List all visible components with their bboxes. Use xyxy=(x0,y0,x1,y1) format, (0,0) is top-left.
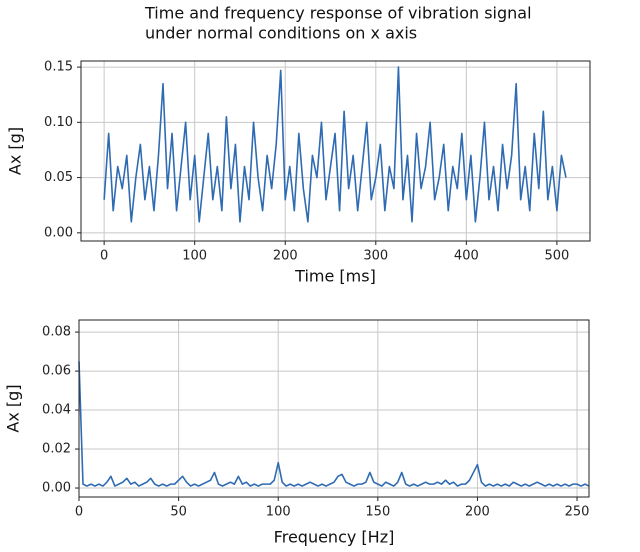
x-tick-label: 0 xyxy=(100,249,108,264)
data-line xyxy=(78,361,590,487)
y-axis-label: Ax [g] xyxy=(6,127,25,175)
y-tick-label: 0.04 xyxy=(42,403,71,418)
axes-frame xyxy=(78,319,590,498)
x-axis-label: Frequency [Hz] xyxy=(274,528,395,547)
chart-title: Time and frequency response of vibration… xyxy=(144,4,532,23)
x-tick-label: 0 xyxy=(75,505,83,520)
x-tick-label: 400 xyxy=(454,249,479,264)
y-tick-label: 0.00 xyxy=(42,481,71,496)
x-tick-label: 150 xyxy=(365,505,390,520)
x-tick-label: 50 xyxy=(170,505,187,520)
y-tick-label: 0.10 xyxy=(44,115,73,130)
x-tick-label: 200 xyxy=(273,249,298,264)
y-tick-label: 0.06 xyxy=(42,364,71,379)
x-tick-label: 300 xyxy=(363,249,388,264)
y-tick-label: 0.00 xyxy=(44,225,73,240)
axes-frame xyxy=(80,60,591,242)
data-line xyxy=(103,66,567,223)
y-axis-label: Ax [g] xyxy=(4,384,23,432)
x-tick-label: 100 xyxy=(182,249,207,264)
y-tick-label: 0.02 xyxy=(42,442,71,457)
y-tick-label: 0.08 xyxy=(42,325,71,340)
x-tick-label: 250 xyxy=(565,505,590,520)
x-tick-label: 200 xyxy=(465,505,490,520)
chart-title: under normal conditions on x axis xyxy=(145,24,417,43)
y-tick-label: 0.15 xyxy=(44,60,73,75)
y-tick-label: 0.05 xyxy=(44,170,73,185)
x-tick-label: 500 xyxy=(544,249,569,264)
x-axis-label: Time [ms] xyxy=(294,267,376,286)
x-tick-label: 100 xyxy=(266,505,291,520)
